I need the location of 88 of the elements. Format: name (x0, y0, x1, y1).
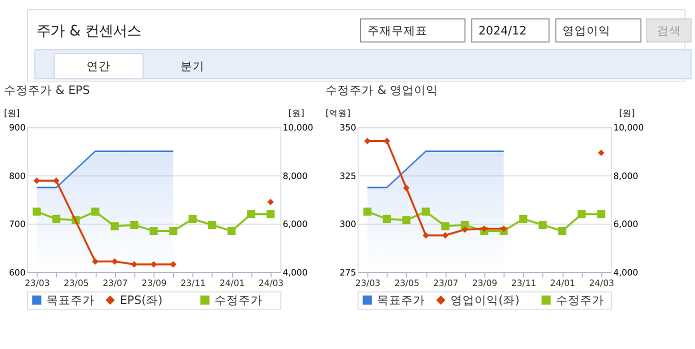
x-tick-label: 23/05 (394, 279, 420, 290)
y-tick-label: 800 (9, 172, 26, 182)
point (52, 214, 60, 223)
legend-label: EPS(좌) (120, 292, 163, 307)
point (110, 222, 119, 230)
text: 주재무제표 (367, 23, 428, 38)
legend-label: 수정주가 (214, 292, 263, 307)
point (519, 214, 528, 223)
text: 영업이익 (562, 23, 611, 38)
x-tick-label: 23/11 (180, 279, 206, 290)
text: 주가 & 컨센서스 (36, 23, 142, 40)
point (462, 226, 468, 233)
point (538, 220, 547, 230)
x-tick-label: 23/09 (142, 279, 167, 290)
y-axis-title: [원] (4, 108, 20, 119)
x-tick-label: 24/01 (550, 279, 576, 290)
point (597, 210, 606, 218)
point (169, 226, 178, 236)
point (170, 261, 176, 268)
point (384, 138, 390, 144)
point (403, 184, 410, 192)
point (382, 214, 391, 223)
point (267, 198, 274, 206)
x-tick-label: 23/09 (472, 279, 498, 290)
point (500, 226, 507, 232)
text: 분기 (180, 59, 204, 74)
x-tick-label: 23/05 (64, 279, 89, 290)
y2-tick-label: 4,000 (613, 268, 638, 278)
text: 2024/12 (478, 23, 527, 38)
point (558, 226, 566, 236)
x-tick-label: 23/11 (511, 279, 536, 290)
point (442, 232, 449, 239)
chart-title: 수정주가 & 영업이익 (326, 83, 438, 98)
y-tick-label: 700 (9, 220, 26, 230)
y2-tick-label: 8,000 (282, 172, 308, 182)
legend-label: 목표주가 (46, 292, 94, 307)
x-tick-label: 24/03 (258, 279, 284, 290)
legend-label: 영업이익(좌) (450, 292, 520, 307)
point (53, 178, 60, 184)
point (266, 210, 275, 218)
y-tick-label: 900 (9, 123, 26, 134)
point (150, 226, 158, 236)
point (247, 210, 256, 218)
y2-tick-label: 6,000 (613, 220, 638, 230)
point (130, 220, 138, 230)
y-tick-label: 350 (340, 123, 356, 134)
x-tick-label: 23/07 (433, 279, 458, 290)
x-tick-label: 23/03 (24, 279, 50, 290)
point (91, 208, 100, 216)
point (441, 222, 450, 230)
point (208, 220, 216, 230)
legend-label: 목표주가 (376, 292, 425, 307)
point (150, 261, 157, 268)
y2-tick-label: 4,000 (282, 268, 308, 278)
point (364, 138, 371, 144)
point (422, 208, 430, 216)
point (188, 214, 197, 223)
x-tick-label: 23/03 (355, 279, 380, 290)
y2-tick-label: 8,000 (613, 172, 638, 182)
y-tick-label: 300 (340, 220, 356, 230)
chart-title: 수정주가 & EPS (4, 83, 90, 98)
point (422, 232, 430, 239)
x-tick-label: 24/01 (220, 279, 245, 290)
point (92, 258, 98, 265)
point (363, 208, 372, 216)
y2-axis-title: [원] (619, 108, 635, 119)
text: 연간 (86, 59, 111, 74)
y-tick-label: 600 (9, 268, 26, 278)
y2-tick-label: 6,000 (282, 220, 308, 230)
point (34, 178, 40, 184)
y2-axis-title: [원] (288, 108, 304, 119)
y-tick-label: 325 (340, 172, 356, 182)
y-axis-title: [억원] (326, 108, 350, 119)
point (32, 208, 41, 216)
point (481, 226, 488, 232)
point (228, 226, 236, 236)
y2-tick-label: 10,000 (613, 123, 644, 134)
legend-label: 수정주가 (556, 292, 604, 307)
x-tick-label: 23/07 (102, 279, 128, 290)
y2-tick-label: 10,000 (282, 123, 314, 134)
point (111, 258, 118, 265)
point (578, 210, 586, 218)
y-tick-label: 275 (340, 268, 356, 278)
text: 검색 (656, 23, 681, 38)
x-tick-label: 24/03 (589, 279, 614, 290)
point (402, 216, 410, 224)
point (598, 150, 604, 156)
point (130, 261, 138, 268)
